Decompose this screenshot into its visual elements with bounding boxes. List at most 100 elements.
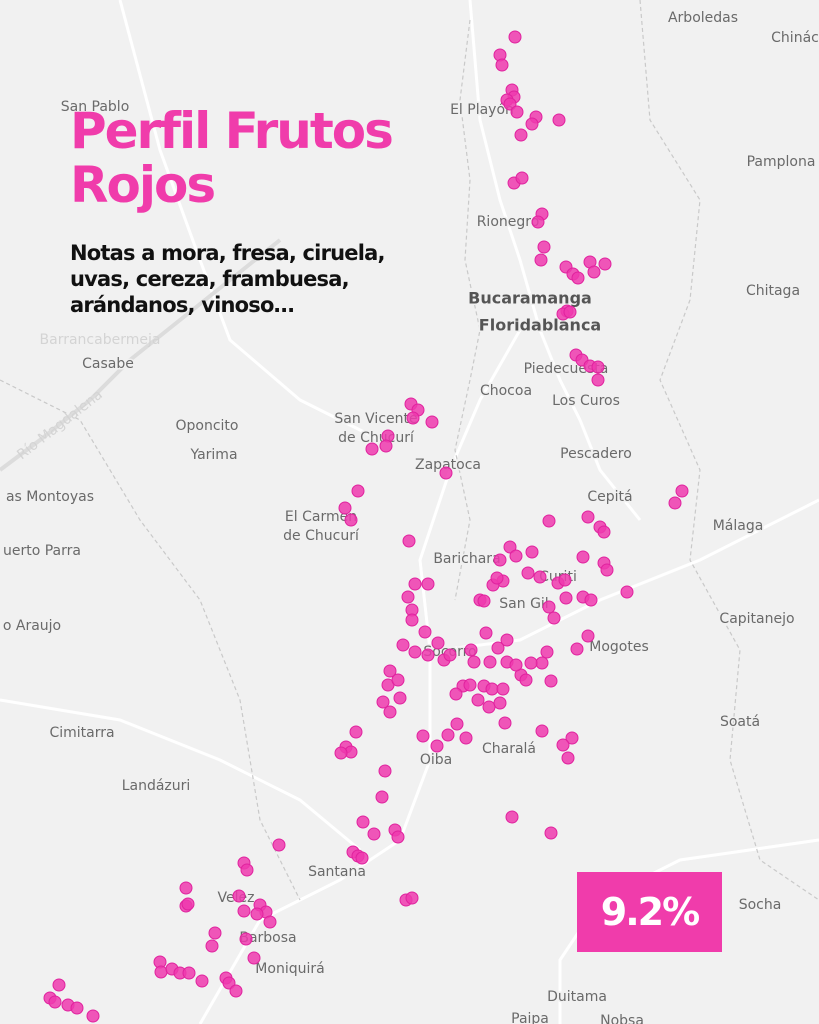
location-dot <box>519 673 533 687</box>
place-label: El Carmen <box>285 509 357 525</box>
location-dot <box>355 851 369 865</box>
location-dot <box>533 570 547 584</box>
location-dot <box>471 693 485 707</box>
location-dot <box>441 728 455 742</box>
location-dot <box>537 240 551 254</box>
location-dot <box>349 725 363 739</box>
location-dot <box>558 573 572 587</box>
river <box>0 238 282 472</box>
location-dot <box>498 716 512 730</box>
place-label: El Playón <box>450 102 514 118</box>
location-dot <box>600 563 614 577</box>
location-dot <box>450 717 464 731</box>
location-dot <box>535 724 549 738</box>
location-dot <box>587 265 601 279</box>
location-dot <box>505 810 519 824</box>
location-dot <box>393 691 407 705</box>
location-dot <box>250 907 264 921</box>
location-dot <box>421 577 435 591</box>
location-dot <box>421 648 435 662</box>
location-dot <box>668 496 682 510</box>
location-dot <box>491 641 505 655</box>
location-dot <box>591 360 605 374</box>
location-dot <box>509 658 523 672</box>
location-dot <box>584 593 598 607</box>
location-dot <box>493 553 507 567</box>
location-dot <box>86 1009 100 1023</box>
location-dot <box>552 113 566 127</box>
place-label: San Pablo <box>61 99 130 115</box>
location-dot <box>402 534 416 548</box>
location-dot <box>581 629 595 643</box>
location-dot <box>272 838 286 852</box>
location-dot <box>344 513 358 527</box>
location-dot <box>495 58 509 72</box>
place-label: Barbosa <box>239 930 296 946</box>
location-dot <box>383 664 397 678</box>
location-dot <box>383 705 397 719</box>
location-dot <box>416 729 430 743</box>
place-label: San Vicente <box>334 411 417 427</box>
location-dot <box>48 995 62 1009</box>
place-label: Santana <box>308 864 366 880</box>
location-dot <box>239 932 253 946</box>
location-dot <box>459 731 473 745</box>
location-dot <box>405 891 419 905</box>
location-dot <box>365 442 379 456</box>
location-dot <box>525 117 539 131</box>
location-dot <box>240 863 254 877</box>
location-dot <box>195 974 209 988</box>
place-label: uerto Parra <box>3 543 81 559</box>
location-dot <box>375 790 389 804</box>
location-dot <box>508 30 522 44</box>
location-dot <box>535 656 549 670</box>
location-dot <box>556 738 570 752</box>
location-dot <box>675 484 689 498</box>
location-dot <box>430 739 444 753</box>
location-dot <box>565 731 579 745</box>
place-label: o Araujo <box>3 618 61 634</box>
badge-text: 9.2% <box>600 890 700 934</box>
location-dot <box>391 673 405 687</box>
location-dot <box>351 484 365 498</box>
location-dot <box>547 611 561 625</box>
place-label: de Chucurí <box>283 528 360 544</box>
location-dot <box>544 674 558 688</box>
place-label: Moniquirá <box>255 961 324 977</box>
location-dot <box>401 590 415 604</box>
location-dot <box>232 889 246 903</box>
location-dot <box>367 827 381 841</box>
place-label: Cimitarra <box>49 725 114 741</box>
place-label: Málaga <box>713 518 764 534</box>
location-dot <box>463 678 477 692</box>
location-dot <box>503 540 517 554</box>
place-label: Pescadero <box>560 446 632 462</box>
location-dot <box>493 696 507 710</box>
place-label: de Chucurí <box>338 430 415 446</box>
place-label: Floridablanca <box>479 316 601 335</box>
location-dot <box>376 695 390 709</box>
place-label: Yarima <box>189 447 237 463</box>
location-dot <box>408 577 422 591</box>
location-dot <box>154 965 168 979</box>
location-dot <box>479 626 493 640</box>
location-dot <box>544 826 558 840</box>
place-label: Chocoa <box>480 383 532 399</box>
location-dot <box>620 585 634 599</box>
location-dot <box>542 600 556 614</box>
location-dot <box>485 682 499 696</box>
location-dot <box>70 1001 84 1015</box>
location-dot <box>179 881 193 895</box>
location-dot <box>598 257 612 271</box>
location-dot <box>477 594 491 608</box>
place-label: Charalá <box>482 741 536 757</box>
location-dot <box>500 633 514 647</box>
location-dot <box>467 655 481 669</box>
location-dot <box>540 645 554 659</box>
place-label: Barrancabermeja <box>40 332 161 348</box>
place-label: Arboledas <box>668 10 738 26</box>
place-label: Los Curos <box>552 393 620 409</box>
place-label: Casabe <box>82 356 134 372</box>
place-label: Duitama <box>547 989 607 1005</box>
location-dot <box>418 625 432 639</box>
